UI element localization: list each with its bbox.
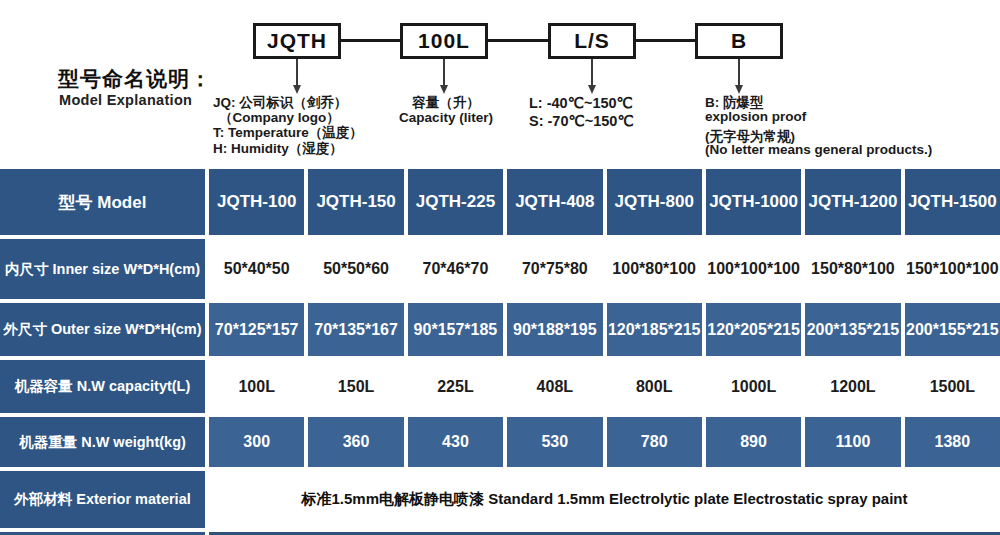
row-label-1: 外尺寸 Outer size W*D*H(cm) [0,303,205,356]
desc-line: H: Humidity（湿度） [213,141,363,156]
cell-r2-c2: 225L [408,360,503,413]
spec-table: 型号 ModelJQTH-100JQTH-150JQTH-225JQTH-408… [0,169,1000,535]
cell-r1-c2: 90*157*185 [408,303,503,356]
row-label-0: 内尺寸 Inner size W*D*H(cm) [0,239,205,299]
desc-line: JQ: 公司标识（剑乔） [213,95,363,110]
arrow-head-3 [588,85,596,94]
cell-r2-c5: 1000L [706,360,801,413]
model-code-box-ls: L/S [548,23,636,59]
model-code-desc-b: B: 防爆型explosion proof (无字母为常规)(No letter … [705,96,932,157]
cell-r2-c4: 800L [607,360,702,413]
cell-r0-c0: 50*40*50 [209,239,304,299]
desc-line: 容量（升） [390,95,502,110]
model-code-box-100l: 100L [400,23,488,59]
desc-line: （Company logo） [213,110,363,125]
col-header-jqth-150: JQTH-150 [308,169,403,235]
cell-r0-c4: 100*80*100 [607,239,702,299]
connector-line-2 [488,39,548,42]
cell-r1-c7: 200*155*215 [905,303,1000,356]
model-code-box-b: B [695,23,783,59]
cell-r0-c1: 50*50*60 [308,239,403,299]
col-header-jqth-1500: JQTH-1500 [905,169,1000,235]
arrow-down-3 [591,59,593,86]
cell-r2-c7: 1500L [905,360,1000,413]
page: 型号命名说明： Model Explanation JQTH 100L L/S … [0,0,1000,535]
model-naming-title-zh: 型号命名说明： [58,65,212,93]
col-header-jqth-408: JQTH-408 [507,169,602,235]
cell-r3-c1: 360 [308,417,403,467]
cell-r1-c6: 200*135*215 [805,303,900,356]
cell-r1-c0: 70*125*157 [209,303,304,356]
connector-line-1 [341,39,400,42]
cell-r3-c3: 530 [507,417,602,467]
arrow-down-4 [738,59,740,86]
col-header-jqth-100: JQTH-100 [209,169,304,235]
cell-r1-c5: 120*205*215 [706,303,801,356]
cell-r2-c6: 1200L [805,360,900,413]
cell-r3-c5: 890 [706,417,801,467]
cell-r3-c4: 780 [607,417,702,467]
col-header-jqth-800: JQTH-800 [607,169,702,235]
connector-line-3 [636,39,695,42]
desc-line: (无字母为常规) [705,130,932,144]
col-header-jqth-225: JQTH-225 [408,169,503,235]
cell-r2-c0: 100L [209,360,304,413]
cell-r3-c6: 1100 [805,417,900,467]
desc-line: B: 防爆型 [705,96,932,110]
cell-r0-c2: 70*46*70 [408,239,503,299]
col-header-jqth-1200: JQTH-1200 [805,169,900,235]
desc-line: L: -40℃~150℃ [529,95,634,113]
arrow-head-1 [293,85,301,94]
cell-r2-c1: 150L [308,360,403,413]
arrow-down-2 [443,59,445,86]
cell-r3-c2: 430 [408,417,503,467]
exterior-material-value: 标准1.5mm电解板静电喷漆 Standard 1.5mm Electrolyt… [209,471,1000,528]
model-code-desc-100l: 容量（升）Capacity (liter) [390,95,502,125]
model-code-desc-jqth: JQ: 公司标识（剑乔）（Company logo）T: Temperature… [213,95,363,156]
row-label-2: 机器容量 N.W capacityt(L) [0,360,205,413]
arrow-head-4 [735,85,743,94]
cell-r3-c7: 1380 [905,417,1000,467]
cell-r0-c7: 150*100*100 [905,239,1000,299]
arrow-head-2 [440,85,448,94]
desc-line: T: Temperature（温度） [213,125,363,140]
cell-r0-c6: 150*80*100 [805,239,900,299]
cell-r0-c3: 70*75*80 [507,239,602,299]
cell-r1-c3: 90*188*195 [507,303,602,356]
cell-r3-c0: 300 [209,417,304,467]
desc-line: Capacity (liter) [390,110,502,125]
col-header-jqth-1000: JQTH-1000 [706,169,801,235]
cell-r1-c4: 120*185*215 [607,303,702,356]
desc-line: (No letter means general products.) [705,143,932,157]
arrow-down-1 [296,59,298,86]
desc-line: S: -70℃~150℃ [529,113,634,131]
row-label-4: 外部材料 Exterior material [0,471,205,528]
cell-r1-c1: 70*135*167 [308,303,403,356]
desc-line: explosion proof [705,110,932,124]
cell-r2-c3: 408L [507,360,602,413]
model-naming-title-en: Model Explanation [59,92,192,108]
model-code-desc-ls: L: -40℃~150℃S: -70℃~150℃ [529,95,634,131]
model-code-box-jqth: JQTH [253,23,341,59]
col-header-model: 型号 Model [0,169,205,235]
cell-r0-c5: 100*100*100 [706,239,801,299]
row-label-3: 机器重量 N.W weight(kg) [0,417,205,467]
